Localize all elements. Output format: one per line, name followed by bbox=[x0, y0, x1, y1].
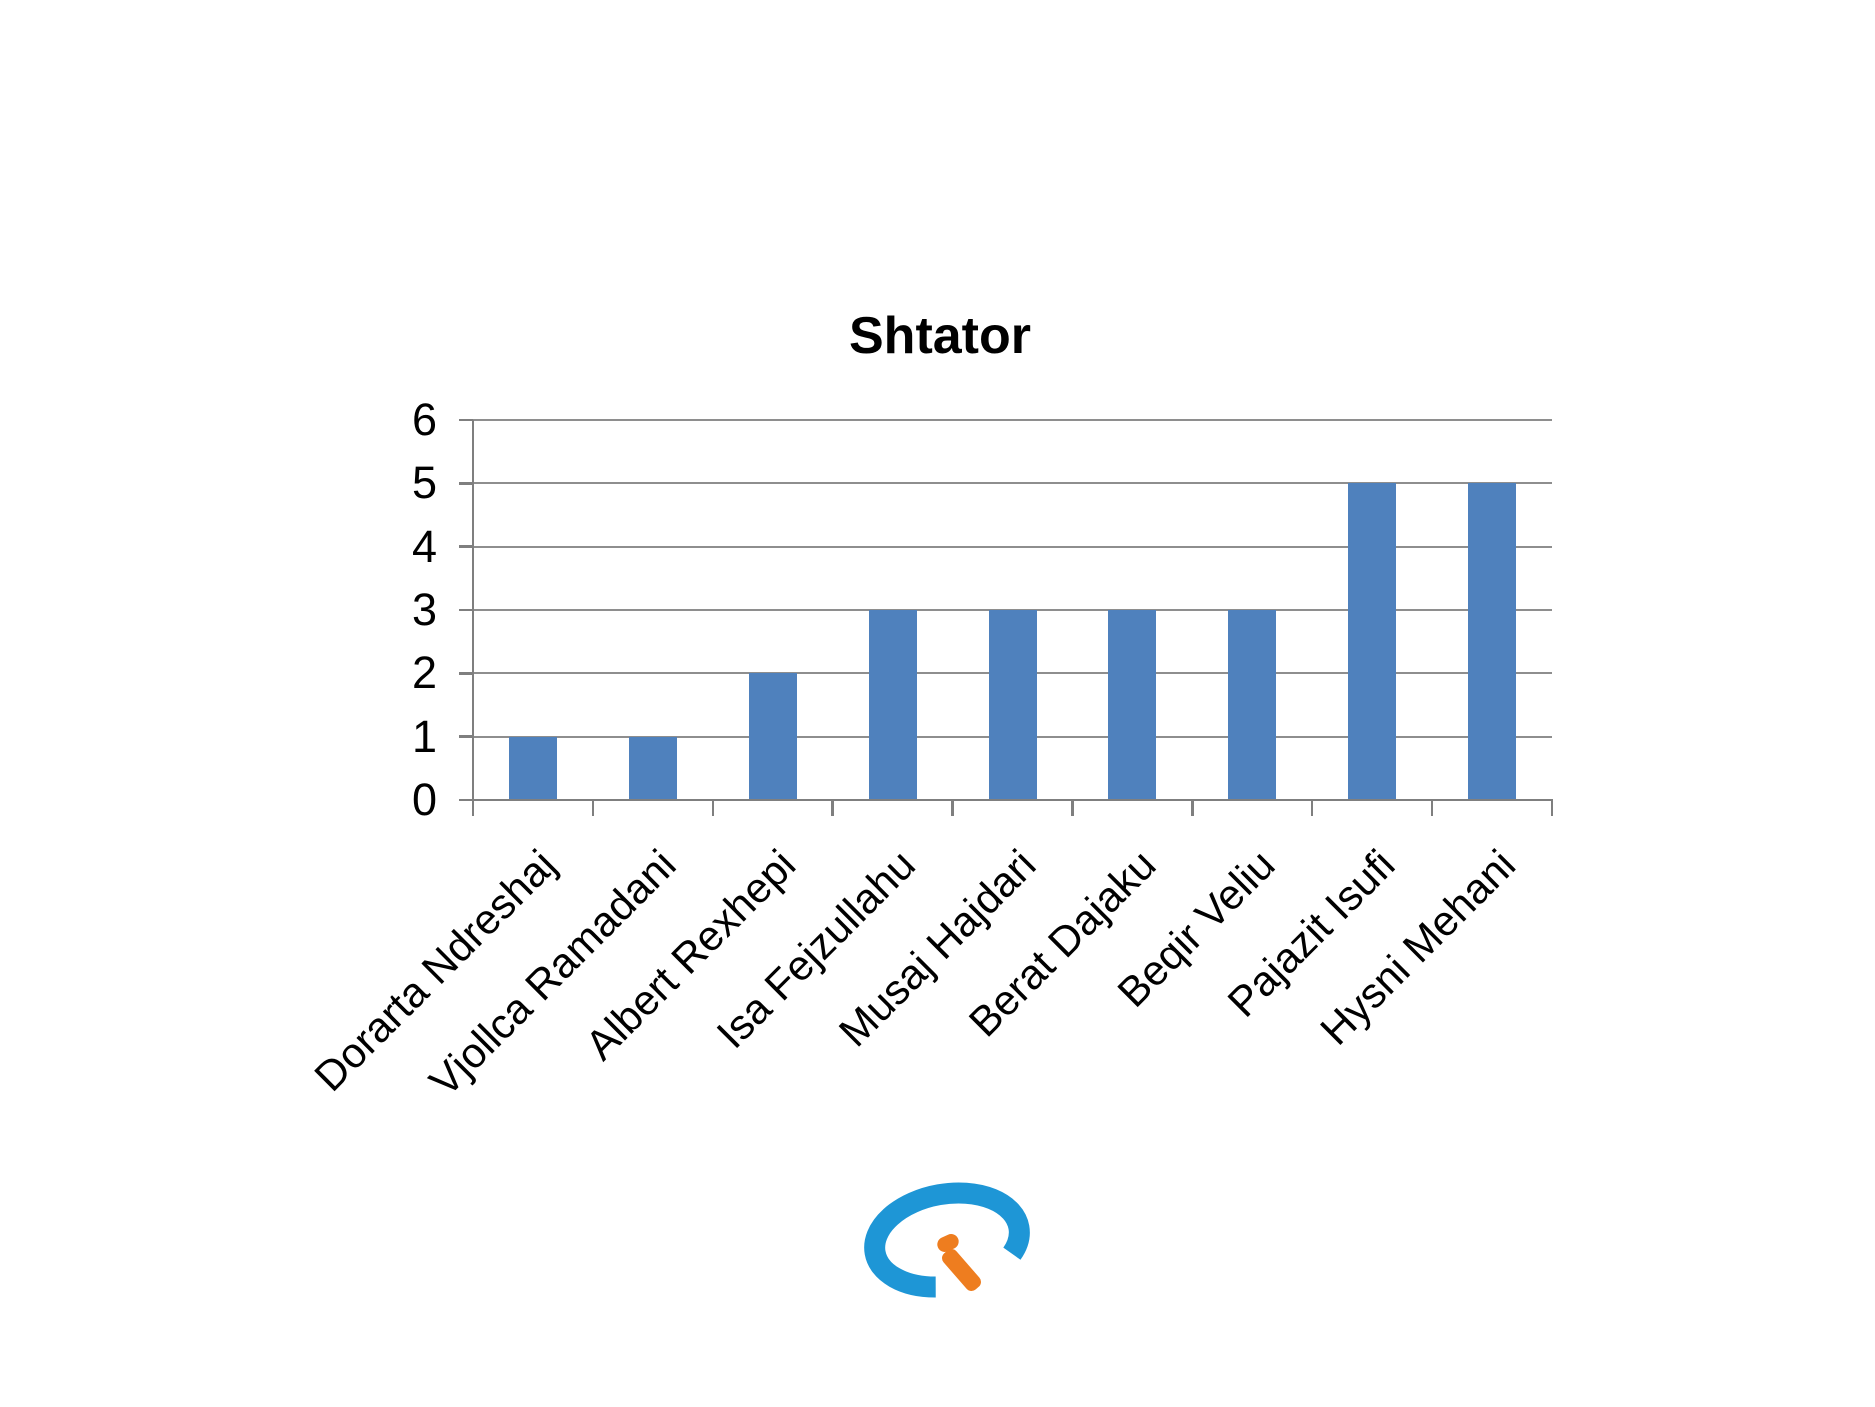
brand-logo bbox=[864, 1182, 1030, 1298]
y-axis-tick bbox=[459, 672, 473, 675]
x-axis-tick bbox=[1310, 800, 1314, 816]
y-axis-label: 4 bbox=[411, 520, 437, 572]
gridline bbox=[473, 482, 1552, 485]
y-axis-label: 0 bbox=[411, 774, 437, 825]
y-axis-line bbox=[471, 420, 475, 816]
y-axis-tick bbox=[459, 545, 473, 548]
bar bbox=[1228, 610, 1277, 800]
x-axis-tick bbox=[1430, 800, 1434, 816]
x-axis-line bbox=[471, 798, 1554, 802]
x-axis-tick bbox=[951, 800, 954, 816]
bar bbox=[628, 736, 677, 800]
gridline bbox=[473, 545, 1552, 548]
bar bbox=[1108, 610, 1157, 800]
logo-ring-icon bbox=[864, 1182, 1030, 1298]
y-axis-label: 1 bbox=[411, 710, 437, 762]
gridline bbox=[473, 419, 1552, 421]
y-axis-tick bbox=[459, 608, 473, 612]
y-axis-label: 6 bbox=[411, 394, 437, 445]
x-axis-tick bbox=[1191, 800, 1194, 816]
x-axis-tick bbox=[1550, 800, 1554, 816]
x-axis-tick bbox=[831, 800, 834, 816]
bar bbox=[508, 736, 557, 800]
bar bbox=[1468, 483, 1517, 800]
x-axis-label: Albert Rexhepi bbox=[576, 840, 805, 1069]
x-axis-tick bbox=[591, 800, 595, 816]
y-axis-label: 5 bbox=[411, 457, 437, 509]
y-axis-label: 3 bbox=[411, 584, 437, 635]
bar bbox=[868, 610, 917, 800]
bar bbox=[748, 673, 797, 800]
bar bbox=[1348, 483, 1397, 800]
bar bbox=[988, 610, 1037, 800]
y-axis-tick bbox=[459, 482, 473, 485]
x-axis-tick bbox=[711, 800, 715, 816]
logo-i-dot-icon bbox=[937, 1234, 959, 1252]
x-axis-tick bbox=[1071, 800, 1074, 816]
y-axis-tick bbox=[459, 418, 473, 422]
logo-i-stem-icon bbox=[942, 1248, 981, 1292]
y-axis-label: 2 bbox=[411, 647, 437, 699]
y-axis-tick bbox=[459, 735, 473, 738]
y-axis-tick bbox=[459, 798, 473, 802]
chart-title: Shtator bbox=[849, 307, 1031, 365]
